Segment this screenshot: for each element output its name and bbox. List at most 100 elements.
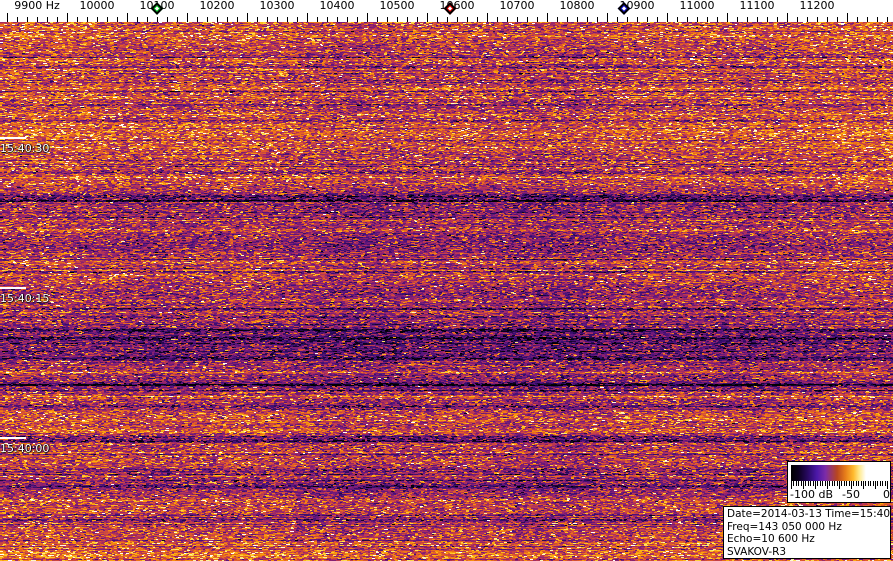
axis-tick-minor: [267, 17, 268, 22]
colorbar-gradient: [791, 465, 887, 481]
axis-tick-minor: [797, 17, 798, 22]
axis-tick-major: [427, 13, 428, 22]
axis-tick-minor: [227, 17, 228, 22]
axis-tick-minor: [747, 17, 748, 22]
colorbar-tick: [801, 481, 802, 486]
waterfall-display[interactable]: 15:40:30 15:40:15 15:40:00: [0, 22, 893, 561]
axis-tick-minor: [287, 17, 288, 22]
axis-tick-minor: [317, 17, 318, 22]
axis-tick-minor: [377, 17, 378, 22]
axis-tick-minor: [117, 17, 118, 22]
red-diamond-marker[interactable]: [443, 1, 457, 15]
axis-tick-minor: [457, 17, 458, 22]
axis-tick-minor: [407, 17, 408, 22]
axis-tick-minor: [257, 17, 258, 22]
colorbar-tick: [817, 481, 818, 486]
freq-axis-label: 10000: [79, 0, 115, 12]
info-panel: Date=2014-03-13 Time=15:40 UTC Freq=143 …: [723, 506, 893, 559]
axis-tick-minor: [237, 17, 238, 22]
axis-tick-minor: [587, 17, 588, 22]
axis-tick-major: [367, 13, 368, 22]
colorbar-tick: [849, 481, 850, 486]
axis-tick-minor: [107, 17, 108, 22]
axis-tick-major: [187, 13, 188, 22]
colorbar-ticks: [791, 481, 888, 489]
info-line-echo: Echo=10 600 Hz: [727, 533, 815, 546]
axis-tick-minor: [867, 17, 868, 22]
freq-axis-label: 9900 Hz: [14, 0, 60, 12]
colorbar-legend: -100 dB -50 0: [787, 461, 891, 503]
colorbar-tick: [805, 481, 806, 486]
axis-tick-minor: [527, 17, 528, 22]
axis-tick-minor: [207, 17, 208, 22]
colorbar-tick: [868, 481, 869, 486]
axis-tick-major: [607, 13, 608, 22]
axis-tick-minor: [157, 17, 158, 22]
colorbar-tick: [856, 481, 857, 486]
info-line-station: SVAKOV-R3: [727, 545, 787, 558]
axis-tick-minor: [657, 17, 658, 22]
axis-tick-minor: [647, 17, 648, 22]
axis-tick-minor: [167, 17, 168, 22]
colorbar-tick: [815, 481, 816, 489]
blue-diamond-marker[interactable]: [617, 1, 631, 15]
frequency-axis[interactable]: 9900 Hz100001010010200103001040010500106…: [0, 0, 893, 22]
colorbar-tick: [839, 481, 840, 489]
axis-tick-minor: [347, 17, 348, 22]
axis-tick-minor: [297, 17, 298, 22]
axis-tick-minor: [447, 17, 448, 22]
axis-tick-minor: [277, 17, 278, 22]
axis-tick-major: [727, 13, 728, 22]
freq-axis-label: 10900: [619, 0, 655, 12]
colorbar-tick: [870, 481, 871, 486]
colorbar-tick: [873, 481, 874, 486]
colorbar-tick: [791, 481, 792, 489]
colorbar-tick: [846, 481, 847, 486]
colorbar-tick: [875, 481, 876, 489]
colorbar-tick: [810, 481, 811, 486]
axis-tick-minor: [857, 17, 858, 22]
colorbar-tick: [829, 481, 830, 486]
axis-tick-minor: [827, 17, 828, 22]
axis-tick-minor: [387, 17, 388, 22]
diamond-center-icon: [621, 5, 626, 11]
axis-tick-major: [487, 13, 488, 22]
info-line-date: Date=2014-03-13 Time=15:40 UTC: [727, 508, 893, 520]
colorbar-tick: [851, 481, 852, 489]
diamond-center-icon: [447, 5, 452, 11]
axis-tick-minor: [637, 17, 638, 22]
axis-tick-minor: [467, 17, 468, 22]
colorbar-tick: [853, 481, 854, 486]
waterfall-canvas[interactable]: [0, 22, 893, 561]
colorbar-tick: [841, 481, 842, 486]
freq-axis-label: 11100: [739, 0, 775, 12]
green-diamond-marker[interactable]: [150, 1, 164, 15]
axis-tick-major: [127, 13, 128, 22]
diamond-center-icon: [154, 5, 159, 11]
axis-tick-major: [847, 13, 848, 22]
axis-tick-minor: [707, 17, 708, 22]
colorbar-tick: [827, 481, 828, 489]
colorbar-tick: [832, 481, 833, 486]
axis-tick-minor: [627, 17, 628, 22]
colorbar-tick: [887, 481, 888, 489]
axis-tick-minor: [577, 17, 578, 22]
axis-tick-minor: [617, 17, 618, 22]
axis-tick-minor: [177, 17, 178, 22]
axis-tick-minor: [47, 17, 48, 22]
axis-tick-minor: [397, 17, 398, 22]
colorbar-max-label: 0: [883, 488, 890, 501]
axis-tick-minor: [757, 17, 758, 22]
colorbar-tick: [822, 481, 823, 486]
axis-tick-minor: [57, 17, 58, 22]
axis-tick-minor: [687, 17, 688, 22]
axis-tick-minor: [677, 17, 678, 22]
axis-tick-minor: [197, 17, 198, 22]
freq-axis-label: 10300: [259, 0, 295, 12]
axis-tick-minor: [137, 17, 138, 22]
axis-tick-minor: [477, 17, 478, 22]
axis-tick-minor: [87, 17, 88, 22]
axis-tick-major: [667, 13, 668, 22]
colorbar-tick: [793, 481, 794, 486]
